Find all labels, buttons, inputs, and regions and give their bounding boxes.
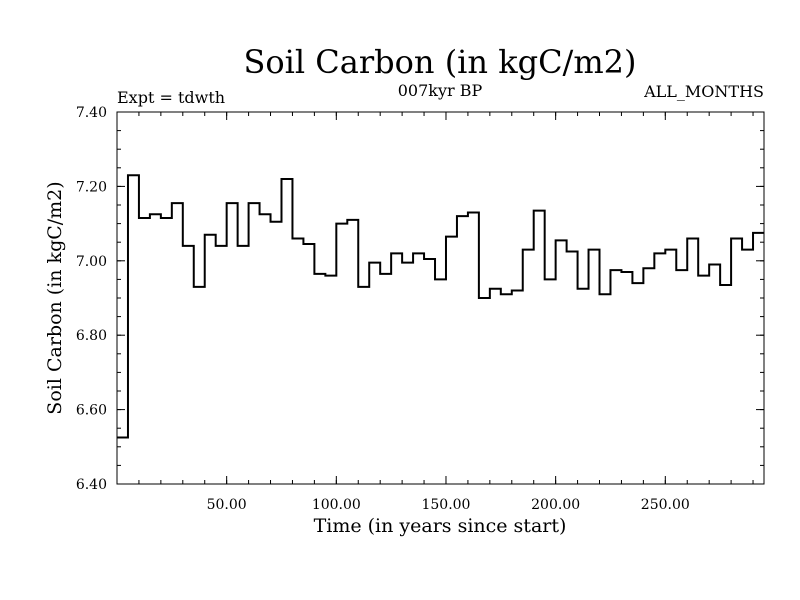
axis-ticks: 6.40 6.60 6.80 7.00 7.20 7.40 50.00 100.00 150.0… [76,105,764,513]
x-tick-label: 50.00 [207,497,247,513]
y-tick-label: 6.60 [76,403,107,419]
x-tick-label: 250.00 [641,497,690,513]
y-tick-label: 7.20 [76,179,107,195]
plot-frame [116,111,765,485]
y-tick-label: 7.40 [76,105,107,121]
series-layer [117,174,764,439]
x-axis-label: Time (in years since start) [314,515,567,537]
months-label: ALL_MONTHS [643,82,764,101]
period-label: 007kyr BP [398,81,483,100]
chart-title: Soil Carbon (in kgC/m2) [243,43,636,81]
x-tick-label: 100.00 [312,497,361,513]
x-tick-label: 150.00 [421,497,470,513]
series-step-line [117,174,764,439]
y-axis-label: Soil Carbon (in kgC/m2) [44,181,66,414]
y-tick-label: 6.40 [76,477,107,493]
y-tick-label: 6.80 [76,328,107,344]
y-tick-label: 7.00 [76,254,107,270]
experiment-label: Expt = tdwth [117,88,225,107]
x-tick-label: 200.00 [531,497,580,513]
